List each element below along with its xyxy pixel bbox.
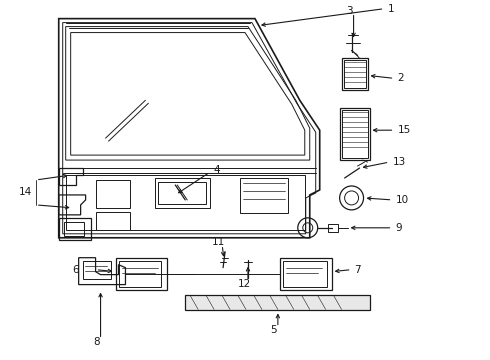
- Text: 8: 8: [93, 337, 100, 347]
- Text: 2: 2: [397, 73, 404, 84]
- Text: 7: 7: [355, 265, 361, 275]
- Text: 13: 13: [392, 157, 406, 167]
- Text: 12: 12: [237, 279, 250, 289]
- Text: 1: 1: [388, 4, 394, 14]
- Text: 10: 10: [395, 195, 409, 205]
- Text: 4: 4: [213, 165, 220, 175]
- FancyBboxPatch shape: [185, 294, 369, 310]
- Text: 6: 6: [72, 265, 78, 275]
- Text: 3: 3: [346, 6, 353, 15]
- Text: 5: 5: [270, 325, 277, 336]
- Text: 14: 14: [19, 187, 32, 197]
- Text: 11: 11: [212, 237, 225, 247]
- Text: 9: 9: [395, 223, 402, 233]
- Text: 15: 15: [397, 125, 411, 135]
